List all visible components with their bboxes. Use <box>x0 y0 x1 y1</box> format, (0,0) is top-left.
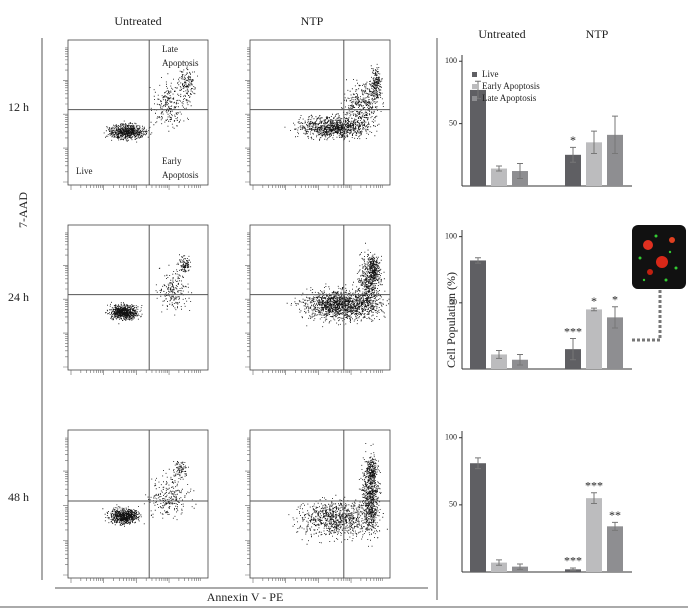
axis-ticks <box>245 437 383 583</box>
column-label: Untreated <box>114 14 161 28</box>
plot-frame <box>249 224 391 371</box>
dot-plot <box>245 429 391 583</box>
row-label: 24 h <box>8 290 29 304</box>
significance: *** <box>585 479 603 493</box>
error-bar <box>475 457 481 470</box>
error-bar <box>591 492 597 505</box>
x-axis-label: Annexin V - PE <box>207 590 284 604</box>
y-tick-label: 50 <box>449 500 457 509</box>
error-bar <box>570 146 576 163</box>
bar <box>607 317 623 369</box>
row-label: 12 h <box>8 100 29 114</box>
error-bar <box>612 115 618 155</box>
axis-ticks <box>245 47 383 190</box>
cytometry-dots <box>103 61 198 143</box>
error-bar <box>591 307 597 312</box>
y-tick-label: 50 <box>449 118 457 127</box>
legend-swatch <box>472 72 477 77</box>
significance: *** <box>564 554 582 568</box>
bar <box>607 134 623 186</box>
plot-frame <box>249 429 391 579</box>
dot-plot <box>63 429 209 583</box>
axis-ticks <box>63 232 201 375</box>
error-bar <box>475 257 481 264</box>
error-bar <box>517 163 523 180</box>
legend-label: Late Apoptosis <box>482 93 537 103</box>
y-tick-label: 100 <box>445 56 457 65</box>
plot-frame <box>67 224 209 371</box>
plot-frame <box>67 429 209 579</box>
cytometry-dots <box>102 461 197 527</box>
cytometry-dots <box>284 63 384 142</box>
axis-ticks <box>63 47 201 190</box>
significance: *** <box>564 324 582 338</box>
y-tick-label: 50 <box>449 298 457 307</box>
y-tick-label: 100 <box>445 231 457 240</box>
legend-swatch <box>472 84 477 89</box>
error-bar <box>517 563 523 570</box>
error-bar <box>612 521 618 531</box>
bar <box>491 168 507 186</box>
error-bar <box>612 306 618 329</box>
y-axis-label: 7-AAD <box>16 192 30 228</box>
column-label: NTP <box>301 14 324 28</box>
dot-plot <box>63 224 209 375</box>
error-bar <box>517 353 523 366</box>
legend-label: Live <box>482 69 499 79</box>
micrograph-inset <box>632 225 686 342</box>
error-bar <box>496 165 502 172</box>
row-label: 48 h <box>8 490 29 504</box>
bar <box>470 463 486 572</box>
cytometry-dots <box>286 242 390 328</box>
bar <box>491 354 507 369</box>
bar <box>586 142 602 186</box>
bar <box>470 260 486 369</box>
quadrant-label: Apoptosis <box>162 58 199 68</box>
error-bar <box>496 349 502 359</box>
error-bar <box>570 567 576 572</box>
quadrant-label: Apoptosis <box>162 170 199 180</box>
error-bar <box>570 338 576 361</box>
dot-plot <box>245 224 391 375</box>
significance: * <box>612 293 618 307</box>
cytometry-dots <box>105 254 193 325</box>
plot-frame <box>67 39 209 186</box>
error-bar <box>591 130 597 155</box>
y-tick-label: 100 <box>445 433 457 442</box>
error-bar <box>496 559 502 566</box>
bar <box>586 309 602 369</box>
axis-ticks <box>245 232 383 375</box>
bar <box>607 526 623 572</box>
axis-ticks <box>63 437 201 583</box>
legend-swatch <box>472 96 477 101</box>
bar <box>586 498 602 572</box>
plot-frame <box>249 39 391 186</box>
quadrant-label: Live <box>76 166 93 176</box>
bar <box>470 89 486 186</box>
group-label: NTP <box>586 27 609 41</box>
dot-plot <box>245 39 391 190</box>
group-label: Untreated <box>478 27 525 41</box>
legend-label: Early Apoptosis <box>482 81 540 91</box>
quadrant-label: Late <box>162 44 178 54</box>
significance: ** <box>609 508 621 522</box>
cytometry-dots <box>288 443 388 547</box>
quadrant-label: Early <box>162 156 182 166</box>
dot-plot <box>63 39 209 190</box>
significance: * <box>570 133 576 147</box>
significance: * <box>591 294 597 308</box>
bar-y-axis-label: Cell Population (%) <box>444 272 458 368</box>
bar <box>565 154 581 186</box>
bar <box>491 562 507 572</box>
